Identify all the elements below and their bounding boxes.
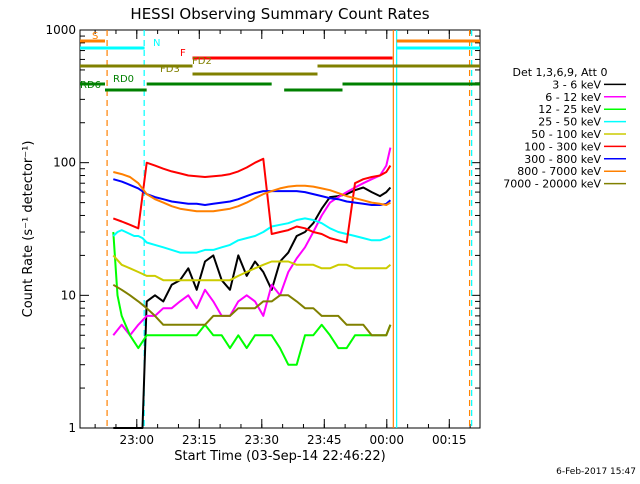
series-line-8: [113, 171, 391, 213]
legend-entry-label: 6 - 12 keV: [545, 91, 601, 104]
flag-bar-label: S: [92, 31, 98, 42]
series-line-7: [113, 178, 392, 206]
x-tick-label: 23:00: [119, 433, 154, 447]
legend-header: Det 1,3,6,9, Att 0: [513, 66, 608, 79]
y-tick-label: 100: [53, 156, 76, 170]
series-line-5: [112, 254, 392, 282]
x-tick-label: 23:15: [182, 433, 217, 447]
flag-bar-label: F: [180, 48, 186, 59]
legend-entry-label: 800 - 7000 keV: [517, 165, 601, 178]
y-tick-label: 1: [68, 421, 76, 435]
legend-entry-label: 3 - 6 keV: [552, 78, 601, 91]
series-line-3: [112, 231, 392, 366]
y-tick-label: 10: [61, 288, 76, 302]
y-axis-label: Count Rate (s⁻¹ detector⁻¹): [21, 141, 36, 318]
plot-frame: [79, 29, 481, 429]
flag-bar-label: FD3: [160, 64, 180, 75]
y-tick-label: 1000: [45, 23, 76, 37]
flag-bar-label: RD0: [113, 74, 134, 85]
legend-entry-label: 100 - 300 keV: [524, 140, 601, 153]
flag-bar-label: FD2: [192, 56, 212, 67]
series-line-2: [112, 147, 392, 337]
series-line-4: [112, 217, 391, 254]
legend-entry-label: 25 - 50 keV: [538, 116, 601, 129]
chart-title: HESSI Observing Summary Count Rates: [130, 5, 429, 23]
legend-entry-label: 300 - 800 keV: [524, 153, 601, 166]
x-axis-label: Start Time (03-Sep-14 22:46:22): [174, 449, 385, 464]
footer-date: 6-Feb-2017 15:47: [556, 467, 636, 477]
series-line-9: [112, 283, 392, 337]
series-line-6: [112, 157, 392, 244]
legend-entry-label: 7000 - 20000 keV: [503, 178, 601, 191]
x-tick-label: 00:00: [369, 433, 404, 447]
flag-bar-label: N: [153, 38, 160, 49]
legend-entry-label: 12 - 25 keV: [538, 103, 601, 116]
x-tick-label: 00:15: [432, 433, 467, 447]
x-tick-label: 23:45: [307, 433, 342, 447]
x-tick-label: 23:30: [244, 433, 279, 447]
flag-bar-label: RD6: [80, 80, 101, 91]
legend-entry-label: 50 - 100 keV: [531, 128, 601, 141]
